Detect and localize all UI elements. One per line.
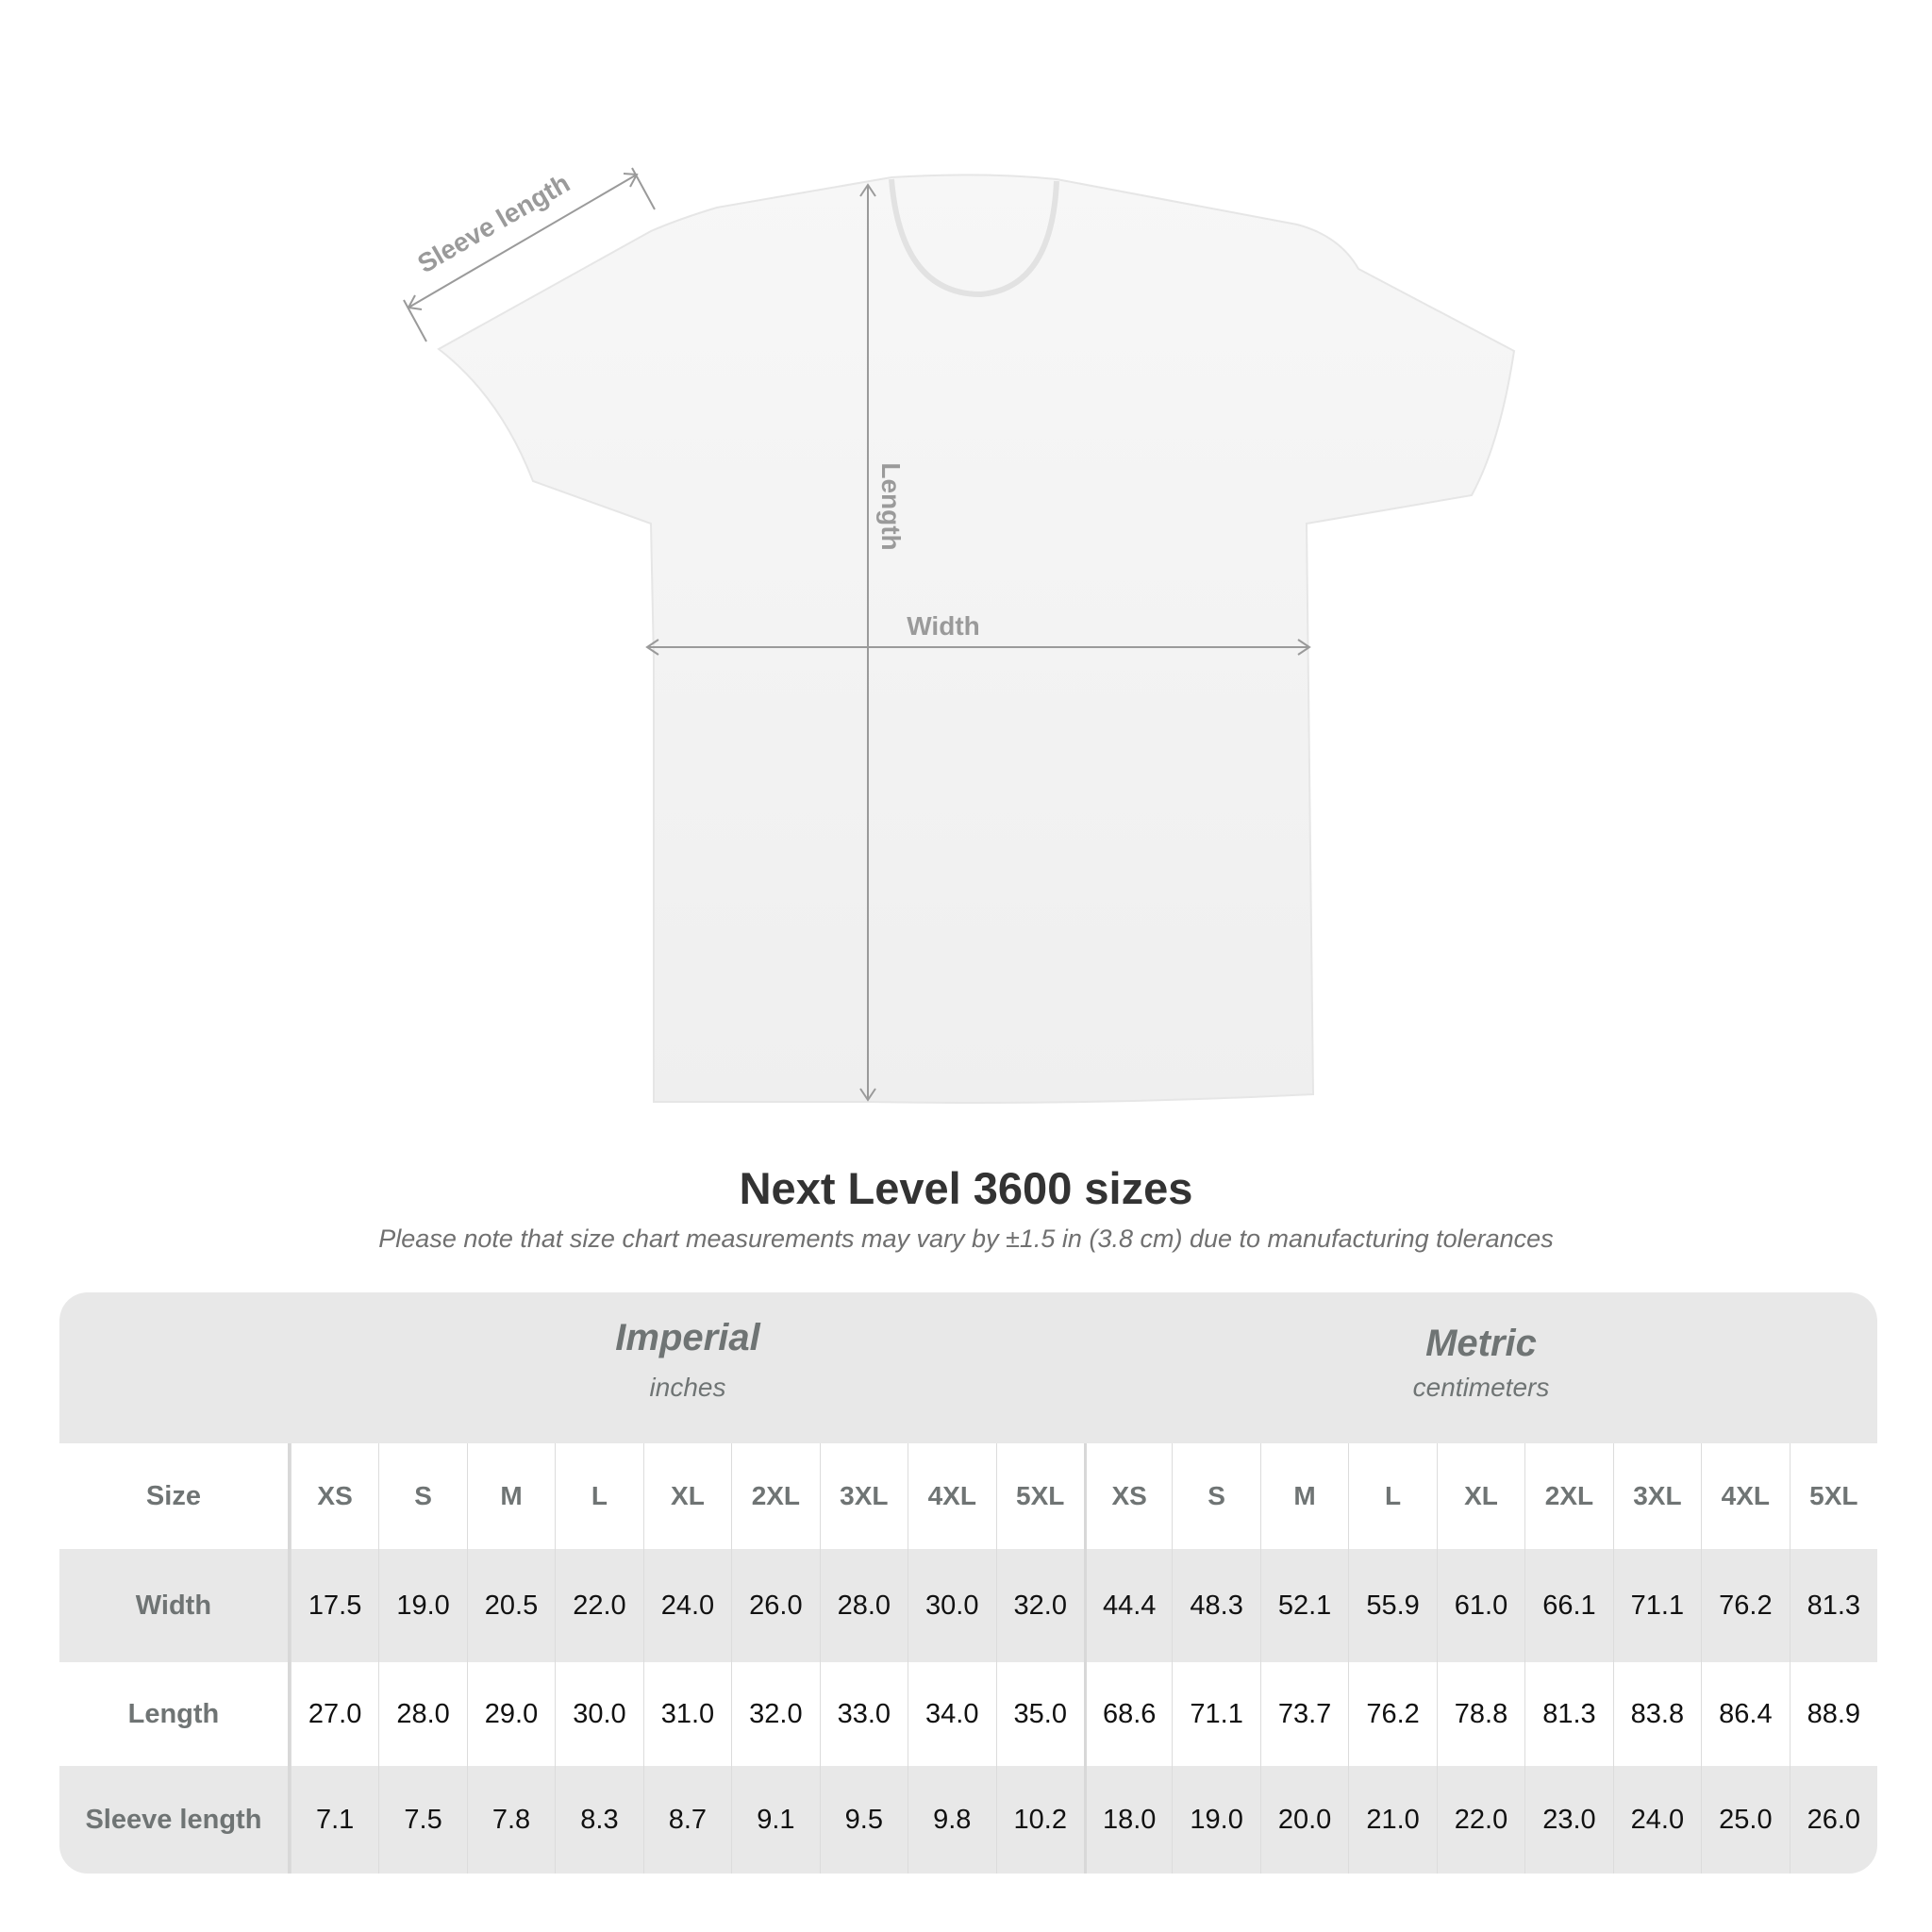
size-header-metric: 2XL bbox=[1524, 1443, 1612, 1549]
imperial-value: 26.0 bbox=[731, 1549, 819, 1662]
imperial-value: 9.8 bbox=[908, 1766, 995, 1874]
imperial-header: Imperial inches bbox=[615, 1317, 760, 1402]
metric-value: 76.2 bbox=[1348, 1662, 1436, 1766]
size-header-metric: 3XL bbox=[1612, 1443, 1701, 1549]
metric-value: 88.9 bbox=[1789, 1662, 1877, 1766]
metric-value: 48.3 bbox=[1172, 1549, 1259, 1662]
size-header-metric: XL bbox=[1436, 1443, 1524, 1549]
imperial-value: 35.0 bbox=[995, 1662, 1084, 1766]
size-header-imperial: M bbox=[466, 1443, 555, 1549]
metric-value: 55.9 bbox=[1348, 1549, 1436, 1662]
imperial-value: 28.0 bbox=[819, 1549, 908, 1662]
metric-value: 22.0 bbox=[1436, 1766, 1524, 1874]
size-header-metric: S bbox=[1172, 1443, 1259, 1549]
imperial-value: 33.0 bbox=[819, 1662, 908, 1766]
metric-value: 71.1 bbox=[1612, 1549, 1701, 1662]
imperial-value: 9.5 bbox=[819, 1766, 908, 1874]
metric-value: 18.0 bbox=[1083, 1766, 1172, 1874]
size-header-row: Size XS S M L XL 2XL 3XL 4XL 5XL XS S M L XL 2XL 3XL 4XL 5… bbox=[59, 1443, 1877, 1549]
imperial-value: 9.1 bbox=[731, 1766, 819, 1874]
size-header-metric: 5XL bbox=[1789, 1443, 1877, 1549]
size-header-imperial: 4XL bbox=[908, 1443, 995, 1549]
table-row: Length 27.0 28.0 29.0 30.0 31.0 32.0 33.0 34.0 35… bbox=[59, 1662, 1877, 1766]
metric-header: Metric centimeters bbox=[1412, 1323, 1550, 1402]
metric-value: 21.0 bbox=[1348, 1766, 1436, 1874]
size-table: Imperial inches Metric centimeters Size X… bbox=[59, 1292, 1877, 1874]
metric-value: 24.0 bbox=[1612, 1766, 1701, 1874]
size-header-imperial: XL bbox=[642, 1443, 731, 1549]
tolerance-note: Please note that size chart measurements… bbox=[378, 1224, 1554, 1253]
metric-value: 44.4 bbox=[1083, 1549, 1172, 1662]
size-header-imperial: 2XL bbox=[731, 1443, 819, 1549]
imperial-value: 34.0 bbox=[908, 1662, 995, 1766]
collar bbox=[889, 178, 1059, 298]
metric-value: 19.0 bbox=[1172, 1766, 1259, 1874]
metric-value: 66.1 bbox=[1524, 1549, 1612, 1662]
metric-value: 83.8 bbox=[1612, 1662, 1701, 1766]
imperial-value: 32.0 bbox=[731, 1662, 819, 1766]
tshirt-shape bbox=[437, 174, 1516, 1104]
imperial-value: 10.2 bbox=[995, 1766, 1084, 1874]
table-row: Width 17.5 19.0 20.5 22.0 24.0 26.0 28.0 30.0 32.… bbox=[59, 1549, 1877, 1662]
size-header-metric: M bbox=[1259, 1443, 1348, 1549]
imperial-value: 28.0 bbox=[378, 1662, 466, 1766]
imperial-value: 17.5 bbox=[290, 1549, 378, 1662]
metric-value: 81.3 bbox=[1524, 1662, 1612, 1766]
size-header-metric: 4XL bbox=[1701, 1443, 1789, 1549]
imperial-value: 27.0 bbox=[290, 1662, 378, 1766]
metric-value: 20.0 bbox=[1259, 1766, 1348, 1874]
row-label: Width bbox=[59, 1549, 291, 1662]
metric-value: 81.3 bbox=[1789, 1549, 1877, 1662]
tshirt-diagram: Sleeve length Length Width bbox=[403, 167, 1516, 1104]
imperial-value: 19.0 bbox=[378, 1549, 466, 1662]
imperial-value: 20.5 bbox=[466, 1549, 555, 1662]
size-header-imperial: XS bbox=[290, 1443, 378, 1549]
size-header-imperial: 5XL bbox=[995, 1443, 1084, 1549]
imperial-value: 31.0 bbox=[642, 1662, 731, 1766]
metric-value: 68.6 bbox=[1083, 1662, 1172, 1766]
imperial-value: 30.0 bbox=[908, 1549, 995, 1662]
metric-value: 52.1 bbox=[1259, 1549, 1348, 1662]
metric-value: 78.8 bbox=[1436, 1662, 1524, 1766]
page-title: Next Level 3600 sizes bbox=[739, 1163, 1193, 1213]
imperial-value: 30.0 bbox=[555, 1662, 642, 1766]
imperial-value: 22.0 bbox=[555, 1549, 642, 1662]
imperial-value: 24.0 bbox=[642, 1549, 731, 1662]
imperial-value: 8.7 bbox=[642, 1766, 731, 1874]
metric-value: 26.0 bbox=[1789, 1766, 1877, 1874]
size-header-metric: XS bbox=[1083, 1443, 1172, 1549]
size-header-imperial: 3XL bbox=[819, 1443, 908, 1549]
imperial-value: 32.0 bbox=[995, 1549, 1084, 1662]
metric-value: 76.2 bbox=[1701, 1549, 1789, 1662]
imperial-value: 7.5 bbox=[378, 1766, 466, 1874]
imperial-value: 7.1 bbox=[290, 1766, 378, 1874]
metric-value: 25.0 bbox=[1701, 1766, 1789, 1874]
row-label: Size bbox=[59, 1443, 291, 1549]
table-row: Sleeve length 7.1 7.5 7.8 8.3 8.7 9.1 9.5 9.8 10.… bbox=[59, 1766, 1877, 1874]
metric-value: 23.0 bbox=[1524, 1766, 1612, 1874]
imperial-value: 29.0 bbox=[466, 1662, 555, 1766]
metric-value: 71.1 bbox=[1172, 1662, 1259, 1766]
sleeve-label: Sleeve length bbox=[412, 168, 575, 278]
table-header-band: Imperial inches Metric centimeters bbox=[59, 1292, 1877, 1443]
imperial-value: 8.3 bbox=[555, 1766, 642, 1874]
size-header-imperial: S bbox=[378, 1443, 466, 1549]
metric-value: 73.7 bbox=[1259, 1662, 1348, 1766]
row-label: Length bbox=[59, 1662, 291, 1766]
sleeve-arrow bbox=[408, 174, 638, 308]
metric-value: 86.4 bbox=[1701, 1662, 1789, 1766]
length-label: Length bbox=[876, 462, 906, 550]
size-header-metric: L bbox=[1348, 1443, 1436, 1549]
size-header-imperial: L bbox=[555, 1443, 642, 1549]
metric-value: 61.0 bbox=[1436, 1549, 1524, 1662]
row-label: Sleeve length bbox=[59, 1766, 291, 1874]
width-label: Width bbox=[907, 611, 980, 641]
imperial-value: 7.8 bbox=[466, 1766, 555, 1874]
